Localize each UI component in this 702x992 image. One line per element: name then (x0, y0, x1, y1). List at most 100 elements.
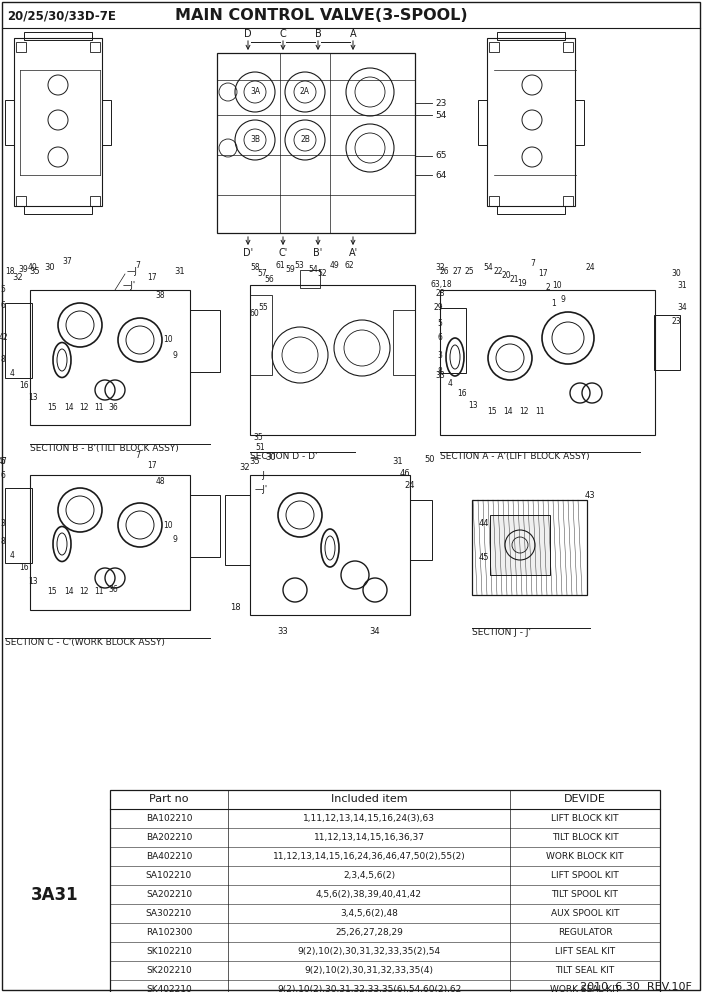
Text: 58: 58 (250, 264, 260, 273)
Text: BA102210: BA102210 (146, 814, 192, 823)
Text: REGULATOR: REGULATOR (557, 928, 612, 937)
Text: 8: 8 (437, 367, 442, 377)
Bar (393, 310, 415, 375)
Text: 30: 30 (671, 269, 681, 278)
Text: 65: 65 (435, 152, 446, 161)
Text: LIFT BLOCK KIT: LIFT BLOCK KIT (551, 814, 618, 823)
Text: 3,4,5,6(2),48: 3,4,5,6(2),48 (340, 909, 398, 918)
Text: 40: 40 (27, 263, 37, 272)
Text: 9(2),10(2),30,31,32,33,35(4): 9(2),10(2),30,31,32,33,35(4) (305, 966, 434, 975)
Text: 24: 24 (585, 264, 595, 273)
Text: 7: 7 (135, 450, 140, 459)
Text: 5: 5 (437, 318, 442, 327)
Text: 9: 9 (173, 536, 178, 545)
Text: 64: 64 (435, 171, 446, 180)
Text: SECTION D - D': SECTION D - D' (250, 452, 317, 461)
Text: 23: 23 (671, 317, 681, 326)
Bar (489, 196, 499, 206)
Text: 28: 28 (435, 290, 445, 299)
Text: 24: 24 (405, 480, 416, 489)
Text: SECTION B - B'(TILT BLOCK ASSY): SECTION B - B'(TILT BLOCK ASSY) (30, 444, 179, 453)
Text: TILT SPOOL KIT: TILT SPOOL KIT (552, 890, 618, 899)
Text: 17: 17 (147, 460, 157, 469)
Text: 32: 32 (239, 463, 251, 472)
Text: 6: 6 (1, 301, 6, 310)
Text: 20/25/30/33D-7E: 20/25/30/33D-7E (7, 10, 116, 23)
Text: 52: 52 (317, 269, 327, 278)
Text: 7: 7 (135, 261, 140, 270)
Bar (24, 32, 92, 40)
Text: 13: 13 (28, 577, 38, 586)
Text: 9(2),10(2),30,31,32,33,35(2),54: 9(2),10(2),30,31,32,33,35(2),54 (298, 947, 441, 956)
Text: 6: 6 (437, 333, 442, 342)
Text: 13: 13 (28, 394, 38, 403)
Text: SK102210: SK102210 (146, 947, 192, 956)
Text: 13: 13 (468, 402, 478, 411)
Text: 20: 20 (501, 272, 511, 281)
Text: 6: 6 (1, 471, 6, 480)
Text: 53: 53 (294, 261, 304, 270)
Text: TILT SEAL KIT: TILT SEAL KIT (555, 966, 615, 975)
Bar (90, 42, 100, 52)
Text: 4: 4 (448, 379, 452, 388)
Text: B: B (314, 29, 322, 39)
Text: 14: 14 (64, 403, 74, 412)
Text: 4: 4 (10, 368, 15, 378)
Text: DEVIDE: DEVIDE (564, 795, 606, 805)
Text: 9(2),10(2),30,31,32,33,35(6),54,60(2),62: 9(2),10(2),30,31,32,33,35(6),54,60(2),62 (277, 985, 461, 992)
Bar (5, 303, 32, 378)
Text: —J': —J' (255, 485, 268, 494)
Text: 3: 3 (1, 520, 6, 529)
Text: 15: 15 (487, 408, 497, 417)
Bar (250, 295, 272, 375)
Text: 12: 12 (519, 408, 529, 417)
Text: 31: 31 (392, 457, 404, 466)
Text: 2: 2 (545, 283, 550, 292)
Text: 45: 45 (479, 554, 489, 562)
Text: 54: 54 (435, 110, 446, 119)
Text: SA202210: SA202210 (146, 890, 192, 899)
Bar (497, 206, 565, 214)
Text: 11,12,13,14,15,16,24,36,46,47,50(2),55(2): 11,12,13,14,15,16,24,36,46,47,50(2),55(2… (272, 852, 465, 861)
Text: 1: 1 (552, 299, 557, 308)
Text: 25: 25 (464, 268, 474, 277)
Text: —J: —J (127, 268, 138, 277)
Text: 36: 36 (108, 584, 118, 593)
Text: C': C' (279, 248, 288, 258)
Text: 43: 43 (585, 490, 595, 500)
Bar (489, 42, 499, 52)
Text: SA102210: SA102210 (146, 871, 192, 880)
Bar (14, 38, 102, 206)
Text: 47: 47 (0, 457, 8, 466)
Text: 10: 10 (163, 521, 173, 530)
Text: 30: 30 (45, 264, 55, 273)
Text: 16: 16 (457, 389, 467, 398)
Text: SECTION J - J': SECTION J - J' (472, 628, 531, 637)
Text: 1,11,12,13,14,15,16,24(3),63: 1,11,12,13,14,15,16,24(3),63 (303, 814, 435, 823)
Text: Part no: Part no (150, 795, 189, 805)
Text: C: C (279, 29, 286, 39)
Bar (217, 53, 415, 233)
Text: A': A' (348, 248, 357, 258)
Text: —J: —J (255, 470, 266, 479)
Text: —J': —J' (123, 281, 136, 290)
Text: LIFT SPOOL KIT: LIFT SPOOL KIT (551, 871, 619, 880)
Text: 44: 44 (479, 519, 489, 528)
Text: 27: 27 (452, 268, 462, 277)
Text: 4,5,6(2),38,39,40,41,42: 4,5,6(2),38,39,40,41,42 (316, 890, 422, 899)
Text: 16: 16 (19, 563, 29, 572)
Bar (102, 100, 111, 145)
Text: 25,26,27,28,29: 25,26,27,28,29 (335, 928, 403, 937)
Bar (487, 38, 575, 206)
Text: 59: 59 (285, 266, 295, 275)
Text: SECTION C - C'(WORK BLOCK ASSY): SECTION C - C'(WORK BLOCK ASSY) (5, 638, 165, 647)
Bar (478, 100, 487, 145)
Text: 60: 60 (249, 310, 259, 318)
Bar (300, 270, 320, 288)
Bar (90, 196, 100, 206)
Text: 3A: 3A (250, 87, 260, 96)
Bar (250, 285, 415, 435)
Text: LIFT SEAL KIT: LIFT SEAL KIT (555, 947, 615, 956)
Text: 7: 7 (531, 260, 536, 269)
Text: 63,18: 63,18 (430, 281, 452, 290)
